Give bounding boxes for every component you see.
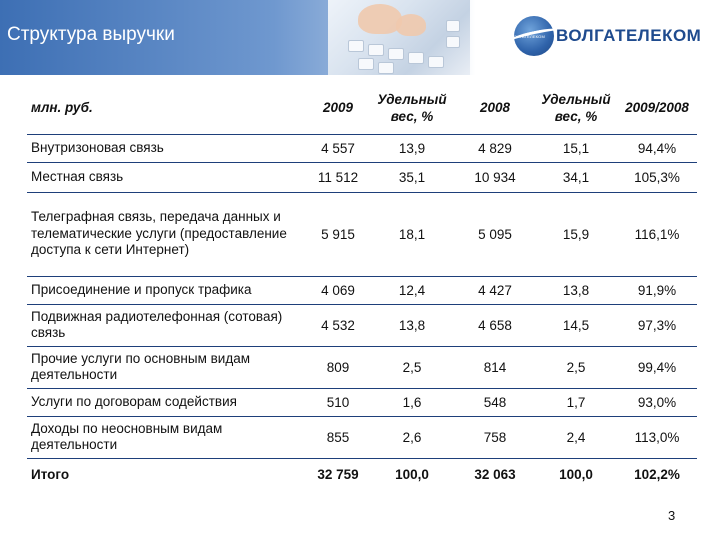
table-row: Телеграфная связь, передача данных и тел… [27,192,697,277]
table-row: Услуги по договорам содействия 510 1,6 5… [27,388,697,417]
row-label: Услуги по договорам содействия [27,388,307,417]
header-unit: млн. руб. [27,84,307,135]
company-logo: ВОЛГАТЕЛЕКОМ ВОЛГАТЕЛЕКОМ [507,13,710,59]
keyboard-key [408,52,424,64]
slide-title: Структура выручки [7,24,175,45]
share-2009: 1,6 [369,388,455,417]
value-2009: 809 [307,346,369,389]
table-row: Доходы по неосновным видам деятельности … [27,416,697,459]
share-2008: 15,9 [535,192,617,277]
total-row: Итого 32 759 100,0 32 063 100,0 102,2% [27,458,697,491]
value-2009: 510 [307,388,369,417]
row-label: Прочие услуги по основным видам деятельн… [27,346,307,389]
row-label: Телеграфная связь, передача данных и тел… [27,192,307,277]
share-2008: 2,5 [535,346,617,389]
ratio: 105,3% [617,162,697,193]
value-2008: 4 427 [455,276,535,305]
ratio: 116,1% [617,192,697,277]
slide-header: Структура выручки ВОЛГАТЕЛЕКОМ ВОЛГАТЕЛЕ… [0,0,720,75]
total-label: Итого [31,466,70,482]
keyboard-key [388,48,404,60]
share-2008: 15,1 [535,134,617,163]
header-share-2008: Удельный вес, % [535,84,617,135]
share-2009: 35,1 [369,162,455,193]
value-2009: 855 [307,416,369,459]
header-2008: 2008 [455,84,535,135]
logo-small-text: ВОЛГАТЕЛЕКОМ [511,34,546,39]
table-header-row: млн. руб. 2009 Удельный вес, % 2008 Удел… [27,84,697,135]
logo-globe-icon [514,16,554,56]
keyboard-key [446,20,460,32]
keyboard-key [446,36,460,48]
share-2008: 13,8 [535,276,617,305]
page-number: 3 [668,508,676,523]
total-2008: 32 063 [474,467,516,483]
keyboard-key [368,44,384,56]
value-2009: 5 915 [307,192,369,277]
share-2009: 2,6 [369,416,455,459]
table-row: Местная связь 11 512 35,1 10 934 34,1 10… [27,162,697,193]
total-2009: 32 759 [317,467,359,483]
share-2009: 18,1 [369,192,455,277]
keyboard-key [378,62,394,74]
share-2008: 34,1 [535,162,617,193]
share-2009: 12,4 [369,276,455,305]
ratio: 113,0% [617,416,697,459]
value-2009: 4 557 [307,134,369,163]
value-2008: 4 829 [455,134,535,163]
ratio: 93,0% [617,388,697,417]
header-share-2009: Удельный вес, % [369,84,455,135]
row-label: Присоединение и пропуск трафика [27,276,307,305]
row-label: Внутризоновая связь [27,134,307,163]
row-label: Подвижная радиотелефонная (сотовая) связ… [27,304,307,347]
ratio: 91,9% [617,276,697,305]
value-2008: 5 095 [455,192,535,277]
header-2009: 2009 [307,84,369,135]
header-ratio: 2009/2008 [617,84,697,135]
share-2008: 14,5 [535,304,617,347]
share-2009: 2,5 [369,346,455,389]
table-row: Подвижная радиотелефонная (сотовая) связ… [27,304,697,347]
value-2009: 4 069 [307,276,369,305]
total-share-2008: 100,0 [559,467,593,483]
value-2008: 548 [455,388,535,417]
table-row: Присоединение и пропуск трафика 4 069 12… [27,276,697,305]
value-2009: 11 512 [307,162,369,193]
table-row: Внутризоновая связь 4 557 13,9 4 829 15,… [27,134,697,163]
total-share-2009: 100,0 [395,467,429,483]
share-2009: 13,9 [369,134,455,163]
table-row: Прочие услуги по основным видам деятельн… [27,346,697,389]
hand-shape [396,14,426,36]
row-label: Местная связь [27,162,307,193]
value-2008: 758 [455,416,535,459]
revenue-table: млн. руб. 2009 Удельный вес, % 2008 Удел… [27,84,697,491]
share-2008: 2,4 [535,416,617,459]
value-2008: 4 658 [455,304,535,347]
ratio: 99,4% [617,346,697,389]
ratio: 94,4% [617,134,697,163]
share-2008: 1,7 [535,388,617,417]
total-ratio: 102,2% [634,467,680,483]
logo-text: ВОЛГАТЕЛЕКОМ [556,26,702,45]
value-2008: 10 934 [455,162,535,193]
keyboard-key [358,58,374,70]
hand-shape [358,4,402,34]
value-2009: 4 532 [307,304,369,347]
value-2008: 814 [455,346,535,389]
keyboard-photo [328,0,470,75]
share-2009: 13,8 [369,304,455,347]
row-label: Доходы по неосновным видам деятельности [27,416,307,459]
ratio: 97,3% [617,304,697,347]
keyboard-key [348,40,364,52]
keyboard-key [428,56,444,68]
